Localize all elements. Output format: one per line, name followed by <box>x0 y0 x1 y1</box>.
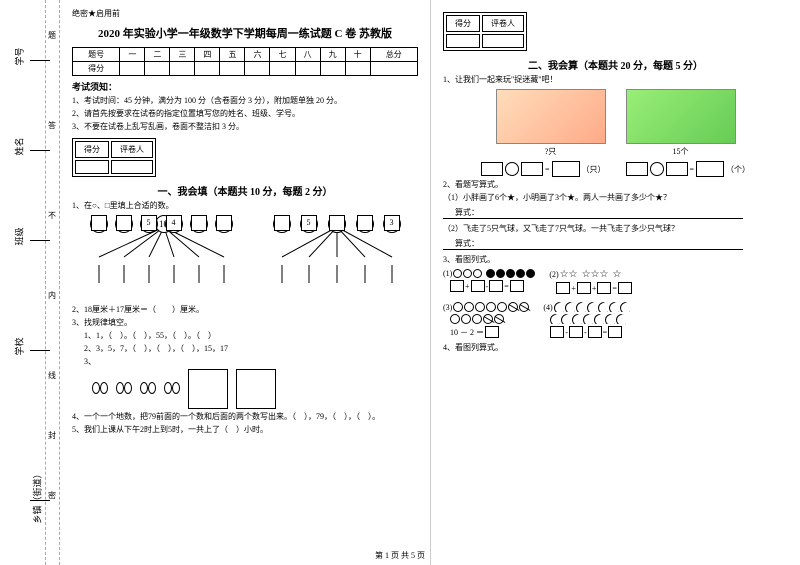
equation-row: =（只） =（个） <box>443 161 788 177</box>
tree-leaf <box>329 215 345 231</box>
shape-group-4: (4) --= <box>543 300 629 340</box>
grader-score: 得分 <box>75 141 109 158</box>
tree-leaf <box>274 215 290 231</box>
section-1-title: 一、我会填（本题共 10 分，每题 2 分） <box>72 183 418 198</box>
question-2-2a: （1）小胖画了6个★，小明画了3个★。两人一共画了多少个★？ <box>443 192 788 203</box>
notice-item: 3、不要在试卷上乱写乱画，卷面不整洁扣 3 分。 <box>72 121 418 132</box>
brace-label: ?只 <box>496 146 606 157</box>
notice-header: 考试须知： <box>72 80 418 93</box>
forest-picture <box>626 89 736 144</box>
tree-diagram-2: 8 6 1 5 3 <box>267 215 407 300</box>
question-3c: 3、 <box>72 356 418 367</box>
th: 九 <box>320 48 345 62</box>
table-row: 题号 一 二 三 四 五 六 七 八 九 十 总分 <box>73 48 418 62</box>
tree-leaf <box>91 215 107 231</box>
tree-leaf: 5 <box>141 215 157 231</box>
section-2-title: 二、我会算（本题共 20 分，每题 5 分） <box>443 57 788 72</box>
answer-box <box>188 369 228 409</box>
exam-title: 2020 年实验小学一年级数学下学期每周一练试题 C 卷 苏教版 <box>72 25 418 41</box>
picture-row: ?只 15个 <box>443 89 788 157</box>
th: 五 <box>220 48 245 62</box>
question-2-3: 3、看图列式。 <box>443 254 788 265</box>
expression-line: 算式： <box>443 238 743 250</box>
margin-id-label: 学号 <box>13 47 26 65</box>
tree-leaf <box>116 215 132 231</box>
shape-group-3: (3) 10 － 2 ＝ <box>443 300 529 340</box>
page-footer: 第 1 页 共 5 页 <box>0 550 800 561</box>
grader-name: 评卷人 <box>482 15 524 32</box>
th: 一 <box>120 48 145 62</box>
answer-box <box>236 369 276 409</box>
table-row: 得分 <box>73 62 418 76</box>
th: 十 <box>345 48 370 62</box>
tree-leaf <box>216 215 232 231</box>
th: 总分 <box>370 48 417 62</box>
th: 二 <box>145 48 170 62</box>
question-2: 2、18厘米＋17厘米＝（ ）厘米。 <box>72 304 418 315</box>
tree-leaf <box>357 215 373 231</box>
unit-label: （只） <box>582 164 606 175</box>
th: 七 <box>270 48 295 62</box>
expression-line: 算式： <box>443 207 743 219</box>
seal-char: 不 <box>48 210 56 221</box>
tree-diagram-1: 10 3 2 9 5 4 <box>84 215 244 300</box>
grader-score: 得分 <box>446 15 480 32</box>
shape-problems: (1) +-= (2) ☆☆ ☆☆☆ ☆ ++= <box>443 267 788 296</box>
grader-box: 得分评卷人 <box>72 138 156 177</box>
equation-left: =（只） <box>481 161 606 177</box>
th: 三 <box>170 48 195 62</box>
seal-char: 密 <box>48 490 56 501</box>
shape-group-2: (2) ☆☆ ☆☆☆ ☆ ++= <box>549 267 632 296</box>
question-2-2: 2、看题写算式。 <box>443 179 788 190</box>
equation-3: 10 － 2 ＝ <box>443 326 529 338</box>
margin-school-label: 学校 <box>13 337 26 355</box>
grader-box: 得分评卷人 <box>443 12 527 51</box>
picture-left: ?只 <box>496 89 606 157</box>
seal-char: 线 <box>48 370 56 381</box>
notice-item: 1、考试时间：45 分钟，满分为 100 分（含卷面分 3 分），附加题单独 2… <box>72 95 418 106</box>
tree-leaf: 5 <box>301 215 317 231</box>
shape-group-1: (1) +-= <box>443 267 535 296</box>
seal-char: 封 <box>48 430 56 441</box>
score-table: 题号 一 二 三 四 五 六 七 八 九 十 总分 得分 <box>72 47 418 76</box>
equation-right: =（个） <box>626 161 751 177</box>
seal-char: 题 <box>48 30 56 41</box>
picture-right: 15个 <box>626 89 736 157</box>
margin-town-label: 乡镇（街道） <box>31 469 44 523</box>
question-1: 1、在○、□里填上合适的数。 <box>72 200 418 211</box>
question-3a: 1、1，（ ）。（ ），55，（ ）。（ ） <box>72 330 418 341</box>
seal-char: 答 <box>48 120 56 131</box>
tree-leaf <box>191 215 207 231</box>
margin-class-label: 班级 <box>13 227 26 245</box>
house-picture <box>496 89 606 144</box>
question-2-1: 1、让我们一起来玩"捉迷藏"吧！ <box>443 74 788 85</box>
margin-name-label: 姓名 <box>13 137 26 155</box>
th: 八 <box>295 48 320 62</box>
seal-char: 内 <box>48 290 56 301</box>
exam-page: 学号 姓名 班级 学校 乡镇（街道） 题 答 不 内 线 封 密 绝密★启用前 … <box>0 0 800 565</box>
left-column: 绝密★启用前 2020 年实验小学一年级数学下学期每周一练试题 C 卷 苏教版 … <box>60 0 430 565</box>
shape-problems-2: (3) 10 － 2 ＝ (4) --= <box>443 300 788 340</box>
binding-margin: 学号 姓名 班级 学校 乡镇（街道） 题 答 不 内 线 封 密 <box>0 0 60 565</box>
number-tree-diagram: 10 3 2 9 5 4 <box>72 215 418 300</box>
secret-label: 绝密★启用前 <box>72 8 418 19</box>
tree-leaf: 3 <box>384 215 400 231</box>
question-3b: 2、3，5，7，（ ），（ ），（ ），15，17 <box>72 343 418 354</box>
grader-name: 评卷人 <box>111 141 153 158</box>
tree-leaf: 4 <box>166 215 182 231</box>
pattern-row <box>72 369 418 409</box>
th: 六 <box>245 48 270 62</box>
question-3: 3、找规律填空。 <box>72 317 418 328</box>
th: 四 <box>195 48 220 62</box>
right-column: 得分评卷人 二、我会算（本题共 20 分，每题 5 分） 1、让我们一起来玩"捉… <box>430 0 800 565</box>
notice-item: 2、请首先按要求在试卷的指定位置填写您的姓名、班级、学号。 <box>72 108 418 119</box>
question-2-4: 4、看图列算式。 <box>443 342 788 353</box>
question-2-2b: （2）飞走了5只气球，又飞走了7只气球。一共飞走了多少只气球？ <box>443 223 788 234</box>
question-5: 5、我们上课从下午2时上到5时，一共上了（ ）小时。 <box>72 424 418 435</box>
question-4: 4、一个一个地数，把79前面的一个数和后面的两个数写出来。（ ），79，（ ），… <box>72 411 418 422</box>
brace-label: 15个 <box>626 146 736 157</box>
unit-label: （个） <box>726 164 750 175</box>
td-label: 得分 <box>73 62 120 76</box>
th: 题号 <box>73 48 120 62</box>
